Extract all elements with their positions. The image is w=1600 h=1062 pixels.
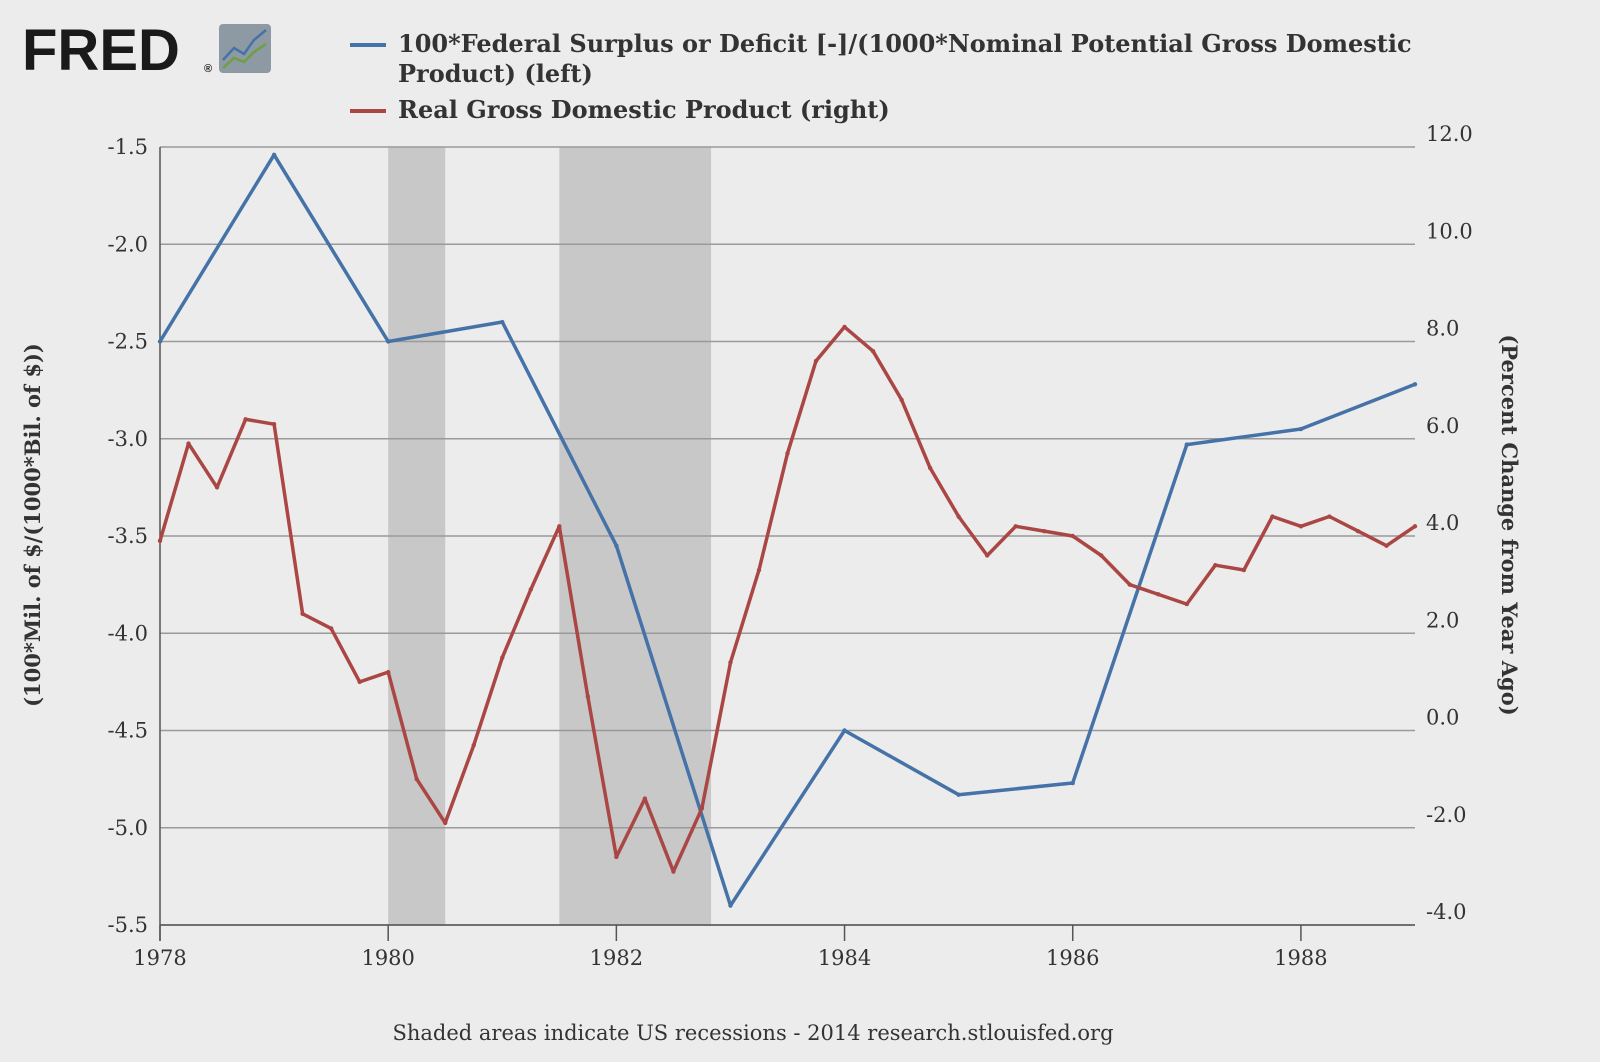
right-tick-label: 6.0	[1426, 414, 1459, 438]
data-point-real-gdp	[956, 514, 961, 519]
data-point-real-gdp	[1127, 582, 1132, 587]
data-point-real-gdp	[870, 349, 876, 354]
data-point-real-gdp	[500, 655, 505, 660]
right-tick-label: 2.0	[1426, 608, 1459, 632]
data-point-real-gdp	[1384, 543, 1389, 548]
data-point-real-gdp	[728, 660, 733, 665]
data-point-federal-deficit	[842, 728, 847, 733]
data-point-real-gdp	[157, 538, 163, 544]
data-point-real-gdp	[214, 485, 220, 490]
data-point-real-gdp	[642, 796, 648, 801]
x-tick-label: 1982	[590, 946, 643, 970]
line-chart-icon	[219, 24, 271, 73]
data-point-federal-deficit	[956, 792, 961, 797]
chart-legend: 100*Federal Surplus or Deficit [-]/(1000…	[350, 29, 1412, 124]
series-line-federal-deficit	[158, 153, 1416, 908]
series-line-real-gdp	[158, 325, 1416, 874]
data-point-real-gdp	[614, 854, 619, 860]
data-point-real-gdp	[1184, 601, 1190, 607]
data-point-federal-deficit	[728, 903, 733, 908]
fred-logo-text: FRED	[22, 18, 180, 83]
data-point-real-gdp	[1013, 524, 1018, 529]
left-tick-label: -4.5	[108, 719, 149, 743]
data-point-real-gdp	[385, 669, 391, 675]
left-tick-label: -3.0	[108, 427, 149, 451]
series-lines	[157, 152, 1418, 908]
right-tick-label: 4.0	[1426, 511, 1459, 535]
right-tick-label: -2.0	[1426, 803, 1467, 827]
data-point-real-gdp	[243, 417, 248, 422]
data-point-federal-deficit	[271, 152, 277, 157]
data-point-real-gdp	[842, 324, 847, 330]
fred-logo: FRED ®	[22, 18, 271, 83]
right-tick-label: 8.0	[1426, 317, 1459, 341]
data-point-real-gdp	[300, 611, 305, 616]
data-point-real-gdp	[785, 451, 790, 456]
left-tick-label: -4.0	[108, 621, 149, 645]
data-point-real-gdp	[471, 742, 476, 748]
legend-label-2: Real Gross Domestic Product (right)	[398, 95, 890, 124]
x-tick-label: 1984	[818, 946, 871, 970]
data-point-real-gdp	[414, 776, 419, 782]
right-tick-label: 12.0	[1426, 122, 1473, 146]
x-tick-label: 1978	[133, 946, 186, 970]
data-point-real-gdp	[443, 820, 448, 826]
data-point-real-gdp	[1099, 553, 1104, 558]
data-point-real-gdp	[984, 553, 990, 558]
right-tick-label: 0.0	[1426, 706, 1459, 730]
data-point-federal-deficit	[385, 339, 391, 344]
legend-label-1: Product) (left)	[398, 59, 593, 88]
legend-label-1: 100*Federal Surplus or Deficit [-]/(1000…	[398, 29, 1412, 58]
data-point-real-gdp	[671, 869, 676, 874]
left-tick-label: -2.5	[108, 330, 149, 354]
data-point-real-gdp	[899, 397, 904, 403]
data-point-real-gdp	[528, 587, 533, 592]
data-point-federal-deficit	[1298, 426, 1304, 432]
data-point-real-gdp	[186, 441, 191, 446]
data-point-federal-deficit	[1070, 780, 1075, 786]
data-point-real-gdp	[585, 694, 591, 699]
gridlines	[160, 146, 1415, 926]
right-tick-label: -4.0	[1426, 900, 1467, 924]
left-tick-label: -2.0	[108, 232, 149, 256]
left-tick-label: -5.5	[108, 913, 149, 937]
data-point-federal-deficit	[500, 319, 505, 325]
data-point-federal-deficit	[157, 339, 163, 344]
data-point-federal-deficit	[614, 543, 619, 548]
data-point-real-gdp	[1270, 514, 1275, 519]
x-tick-label: 1988	[1274, 946, 1327, 970]
left-tick-label: -3.5	[108, 524, 149, 548]
chart-footer: Shaded areas indicate US recessions - 20…	[392, 1021, 1113, 1045]
data-point-real-gdp	[328, 626, 334, 631]
data-point-real-gdp	[927, 465, 933, 471]
right-axis-title: (Percent Change from Year Ago)	[1497, 334, 1522, 715]
data-point-real-gdp	[357, 679, 362, 685]
data-point-real-gdp	[699, 806, 705, 811]
data-point-real-gdp	[1241, 567, 1247, 573]
data-point-federal-deficit	[1184, 442, 1190, 447]
left-tick-label: -5.0	[108, 816, 149, 840]
data-point-real-gdp	[271, 421, 277, 427]
data-point-real-gdp	[1298, 524, 1304, 529]
left-tick-label: -1.5	[108, 135, 149, 159]
data-point-real-gdp	[1042, 528, 1047, 534]
data-point-real-gdp	[1355, 528, 1361, 534]
data-point-real-gdp	[813, 358, 819, 364]
left-axis-title: (100*Mil. of $/(1000*Bil. of $))	[20, 343, 45, 707]
data-point-federal-deficit	[1412, 382, 1418, 387]
x-tick-label: 1986	[1046, 946, 1099, 970]
data-point-real-gdp	[1156, 592, 1161, 597]
data-point-real-gdp	[1213, 562, 1218, 568]
data-point-real-gdp	[1327, 514, 1332, 519]
data-point-real-gdp	[557, 524, 562, 529]
data-point-real-gdp	[1070, 533, 1075, 539]
registered-mark: ®	[204, 63, 212, 75]
data-point-real-gdp	[1412, 524, 1418, 529]
data-point-real-gdp	[756, 567, 762, 573]
x-tick-label: 1980	[361, 946, 414, 970]
axes: -1.5 -2.0 -2.5 -3.0 -3.5 -4.0 -4.5 -5.0 -5.5 12.0…	[108, 122, 1473, 970]
right-tick-label: 10.0	[1426, 219, 1473, 243]
